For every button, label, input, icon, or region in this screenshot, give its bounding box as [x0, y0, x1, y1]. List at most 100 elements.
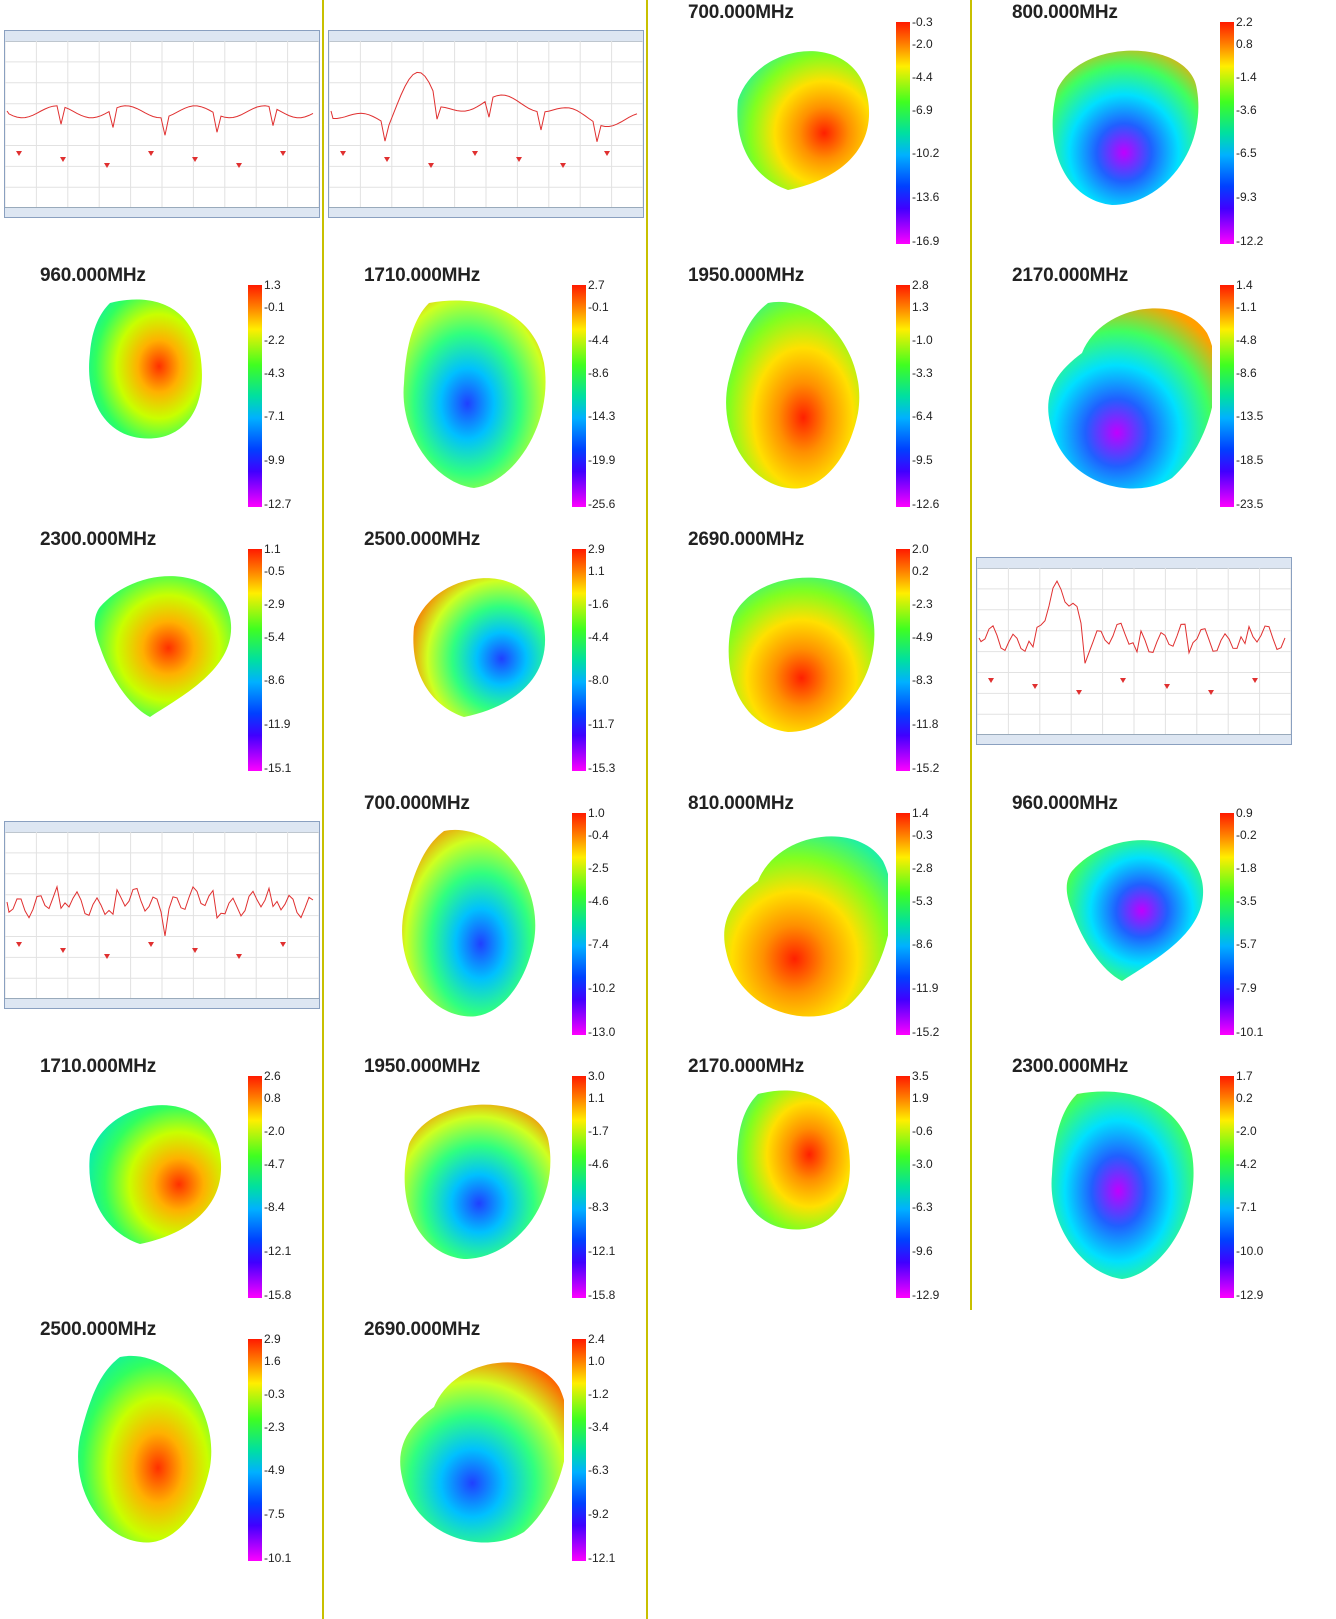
colorbar-tick-label: -2.2: [264, 333, 285, 347]
colorbar-tick-label: -6.5: [1236, 146, 1257, 160]
colorbar-tick-label: -9.3: [1236, 190, 1257, 204]
colorbar-ticks: 1.0 -0.4 -2.5 -4.6 -7.4 -10.2 -13.0: [586, 807, 636, 1041]
colorbar-ticks: 1.1 -0.5 -2.9 -5.4 -8.6 -11.9 -15.1: [262, 543, 312, 777]
colorbar: [896, 285, 910, 507]
colorbar-tick-label: -18.5: [1236, 453, 1264, 467]
colorbar-tick-label: -7.9: [1236, 981, 1257, 995]
colorbar-tick-label: -11.9: [912, 981, 939, 995]
3d-pattern-plot: [404, 1104, 551, 1259]
colorbar: [572, 1339, 586, 1561]
vna-trace-plot: [329, 41, 643, 208]
3d-pattern-plot: [737, 51, 870, 190]
3d-pattern-plot: [94, 576, 232, 717]
3d-pattern-plot: [1066, 840, 1204, 981]
colorbar-tick-label: -9.9: [264, 453, 285, 467]
colorbar-tick-label: -3.3: [912, 366, 933, 380]
colorbar-tick-label: -4.4: [588, 333, 609, 347]
radiation-pattern-panel: 810.000MHz 1.4 -0.3 -2.8 -5.3 -8.6 -11.9 -15.2: [648, 791, 980, 1061]
colorbar-tick-label: 1.1: [588, 1091, 605, 1105]
colorbar-tick-label: -11.9: [264, 717, 291, 731]
colorbar-tick-label: -12.1: [588, 1551, 616, 1565]
pattern-surface: [403, 300, 546, 488]
colorbar-tick-label: -8.3: [912, 673, 933, 687]
column-divider: [646, 0, 648, 1619]
colorbar-ticks: -0.3 -2.0 -4.4 -6.9 -10.2 -13.6 -16.9: [910, 16, 960, 250]
colorbar-tick-label: -1.2: [588, 1387, 609, 1401]
vna-screenshot: [4, 821, 320, 1009]
colorbar-tick-label: -6.9: [912, 103, 933, 117]
colorbar-tick-label: -8.6: [1236, 366, 1257, 380]
frequency-title: 2300.000MHz: [1012, 1056, 1129, 1077]
colorbar-tick-label: 0.8: [1236, 37, 1253, 51]
radiation-pattern-panel: 2500.000MHz 2.9 1.6 -0.3 -2.3 -4.9 -7.5 -10.1: [0, 1317, 332, 1587]
vna-trace: [978, 580, 1286, 664]
colorbar-ticks: 3.0 1.1 -1.7 -4.6 -8.3 -12.1 -15.8: [586, 1070, 636, 1304]
colorbar-tick-label: -4.3: [264, 366, 285, 380]
3d-pattern-plot: [724, 836, 888, 1017]
colorbar-tick-label: -19.9: [588, 453, 616, 467]
colorbar-tick-label: 1.6: [264, 1354, 281, 1368]
radiation-pattern-panel: 2170.000MHz 3.5 1.9 -0.6 -3.0 -6.3 -9.6 -12.9: [648, 1054, 980, 1324]
radiation-pattern-panel: 2170.000MHz 1.4 -1.1 -4.8 -8.6 -13.5 -18.5 -23.…: [972, 263, 1304, 533]
radiation-pattern-panel: 2300.000MHz 1.1 -0.5 -2.9 -5.4 -8.6 -11.9 -15.1: [0, 527, 332, 797]
colorbar-tick-label: -1.8: [1236, 861, 1257, 875]
colorbar-tick-label: -1.6: [588, 597, 609, 611]
colorbar-tick-label: -11.8: [912, 717, 939, 731]
marker-icon: [16, 942, 22, 947]
colorbar-tick-label: -12.9: [912, 1288, 940, 1302]
colorbar-tick-label: -2.3: [264, 1420, 285, 1434]
radiation-pattern-panel: 2500.000MHz 2.9 1.1 -1.6 -4.4 -8.0 -11.7 -15.3: [324, 527, 656, 797]
colorbar-tick-label: -16.9: [912, 234, 940, 248]
colorbar-tick-label: -8.0: [588, 673, 609, 687]
colorbar-tick-label: -6.3: [912, 1200, 933, 1214]
frequency-title: 2690.000MHz: [364, 1319, 481, 1340]
colorbar-tick-label: 1.3: [912, 300, 929, 314]
colorbar-tick-label: -2.8: [912, 861, 933, 875]
colorbar-tick-label: 0.9: [1236, 806, 1253, 820]
colorbar-tick-label: 0.2: [912, 564, 929, 578]
frequency-title: 2170.000MHz: [1012, 265, 1129, 286]
colorbar-tick-label: -4.8: [1236, 333, 1257, 347]
frequency-title: 1950.000MHz: [364, 1056, 481, 1077]
vna-trace-plot: [977, 568, 1291, 735]
colorbar-tick-label: -9.2: [588, 1507, 609, 1521]
colorbar-tick-label: 2.9: [588, 542, 605, 556]
marker-icon: [192, 948, 198, 953]
colorbar: [248, 285, 262, 507]
pattern-surface: [404, 1104, 551, 1259]
colorbar: [248, 1339, 262, 1561]
colorbar: [572, 285, 586, 507]
frequency-title: 1710.000MHz: [364, 265, 481, 286]
frequency-title: 960.000MHz: [1012, 793, 1118, 814]
colorbar-tick-label: -25.6: [588, 497, 616, 511]
column-divider: [970, 0, 972, 1310]
colorbar-tick-label: -1.0: [912, 333, 933, 347]
marker-icon: [604, 151, 610, 156]
radiation-pattern-panel: 1950.000MHz 3.0 1.1 -1.7 -4.6 -8.3 -12.1 -15.8: [324, 1054, 656, 1324]
colorbar-tick-label: 1.4: [1236, 278, 1253, 292]
frequency-title: 700.000MHz: [364, 793, 470, 814]
colorbar: [896, 22, 910, 244]
colorbar-ticks: 2.2 0.8 -1.4 -3.6 -6.5 -9.3 -12.2: [1234, 16, 1284, 250]
3d-pattern-plot: [403, 300, 546, 488]
colorbar-tick-label: 1.9: [912, 1091, 929, 1105]
colorbar-tick-label: -8.6: [264, 673, 285, 687]
pattern-surface: [78, 1355, 212, 1543]
colorbar-tick-label: 1.0: [588, 1354, 605, 1368]
radiation-pattern-panel: 960.000MHz 1.3 -0.1 -2.2 -4.3 -7.1 -9.9 -12.7: [0, 263, 332, 533]
colorbar-ticks: 2.8 1.3 -1.0 -3.3 -6.4 -9.5 -12.6: [910, 279, 960, 513]
marker-icon: [60, 157, 66, 162]
colorbar-tick-label: -12.2: [1236, 234, 1264, 248]
colorbar-tick-label: -1.4: [1236, 70, 1257, 84]
marker-icon: [16, 151, 22, 156]
pattern-surface: [728, 577, 875, 732]
colorbar-tick-label: -1.1: [1236, 300, 1257, 314]
radiation-pattern-panel: 700.000MHz 1.0 -0.4 -2.5 -4.6 -7.4 -10.2 -13.0: [324, 791, 656, 1061]
colorbar-tick-label: -8.4: [264, 1200, 285, 1214]
marker-icon: [1252, 678, 1258, 683]
colorbar-tick-label: -0.3: [912, 828, 933, 842]
vna-screenshot: [4, 30, 320, 218]
colorbar-tick-label: -10.0: [1236, 1244, 1264, 1258]
vna-trace: [330, 71, 638, 142]
